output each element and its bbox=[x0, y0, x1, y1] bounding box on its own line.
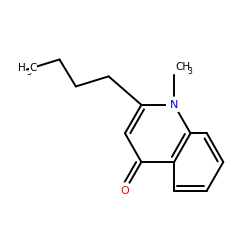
Text: CH: CH bbox=[176, 62, 190, 72]
Text: 3: 3 bbox=[27, 68, 32, 76]
Circle shape bbox=[166, 97, 182, 112]
Text: N: N bbox=[170, 100, 178, 110]
Text: C: C bbox=[29, 62, 36, 72]
Circle shape bbox=[118, 183, 132, 198]
Text: H: H bbox=[18, 62, 26, 72]
Text: 3: 3 bbox=[187, 67, 192, 76]
Text: O: O bbox=[120, 186, 130, 196]
